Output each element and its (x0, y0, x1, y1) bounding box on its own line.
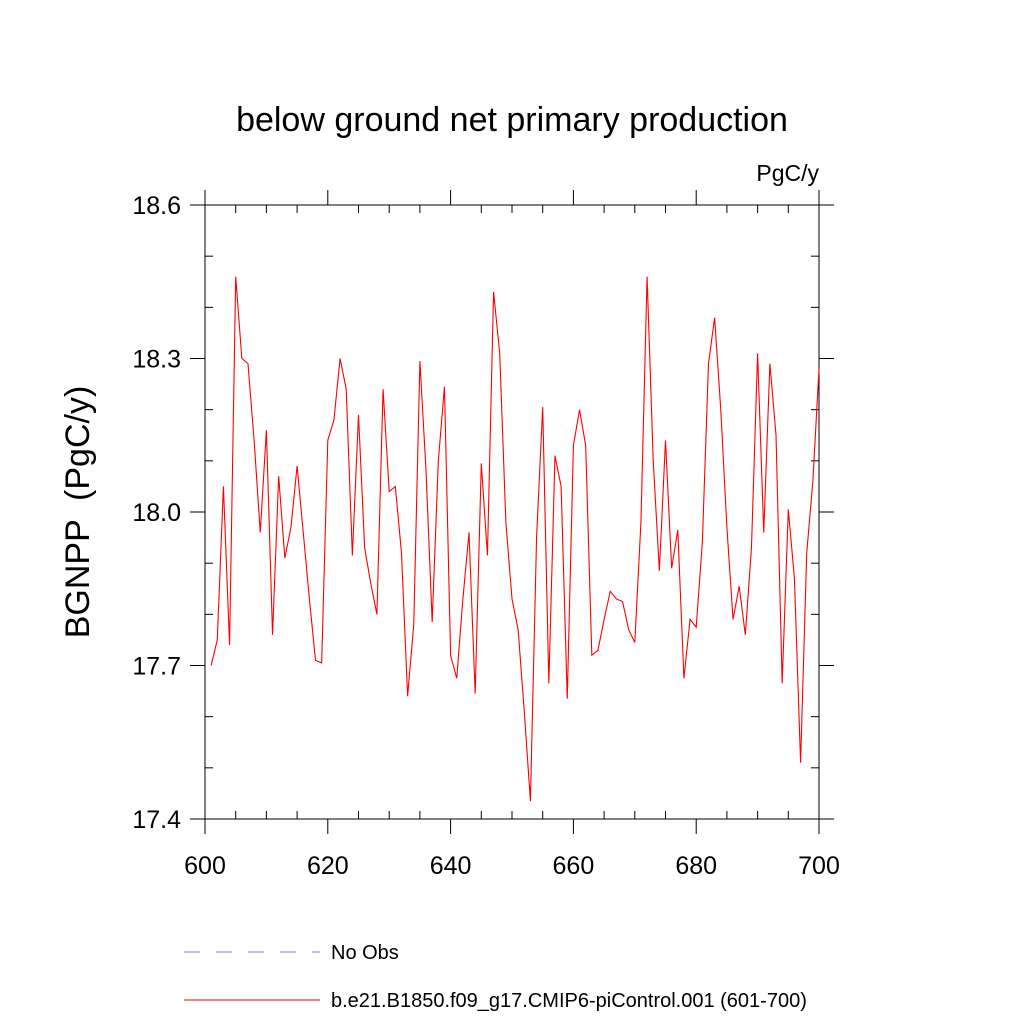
x-tick-label: 660 (553, 852, 595, 880)
x-tick-label: 620 (307, 852, 349, 880)
legend-label-model-run: b.e21.B1850.f09_g17.CMIP6-piControl.001 … (331, 990, 807, 1012)
y-tick-label: 17.7 (132, 653, 181, 681)
units-label: PgC/y (756, 160, 819, 186)
legend: No Obs b.e21.B1850.f09_g17.CMIP6-piContr… (184, 942, 807, 1012)
y-axis-label: BGNPP (PgC/y) (59, 386, 97, 639)
legend-label-no-obs: No Obs (331, 942, 399, 964)
x-tick-label: 700 (798, 852, 840, 880)
x-tick-label: 600 (184, 852, 226, 880)
y-tick-label: 18.0 (132, 499, 181, 527)
series-layer (210, 276, 820, 802)
series-line-model-run (210, 276, 820, 802)
x-tick-label: 680 (675, 852, 717, 880)
axis-ticks (190, 190, 834, 834)
y-tick-label: 18.6 (132, 192, 181, 220)
y-tick-label: 17.4 (132, 806, 181, 834)
axis-tick-labels: 600 620 640 660 680 700 17.4 17.7 18.0 18.3 18.6 (132, 192, 840, 880)
y-tick-label: 18.3 (132, 346, 181, 374)
plot-frame (204, 204, 820, 820)
chart-title: below ground net primary production (236, 101, 788, 139)
x-tick-label: 640 (430, 852, 472, 880)
